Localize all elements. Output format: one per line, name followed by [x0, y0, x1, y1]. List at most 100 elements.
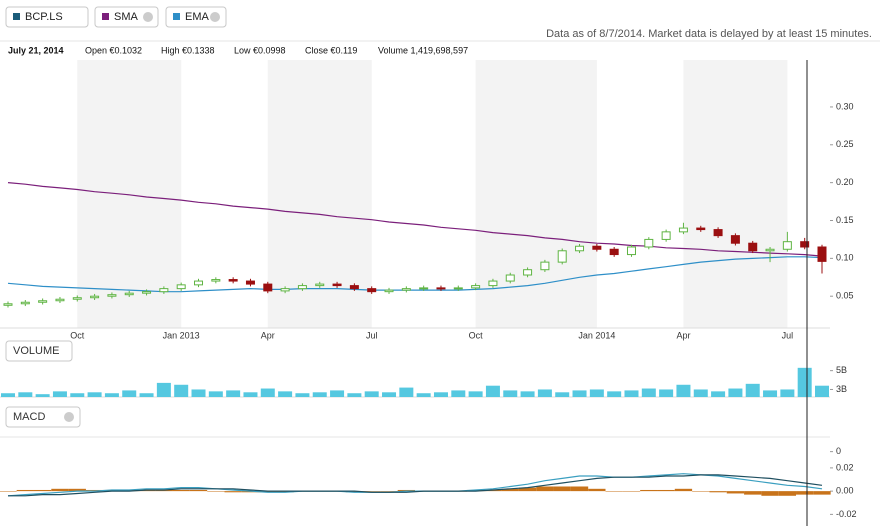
macd-histogram — [570, 486, 589, 492]
volume-bar — [18, 392, 33, 397]
macd-histogram — [813, 491, 831, 495]
x-tick-label: Jan 2013 — [163, 330, 200, 340]
volume-bar — [226, 390, 241, 397]
candle-body — [349, 285, 359, 290]
volume-bar — [399, 387, 414, 397]
candle-body — [661, 231, 671, 240]
x-tick-label: Jan 2014 — [578, 330, 615, 340]
indicator-line — [7, 182, 823, 257]
macd-histogram — [189, 489, 208, 492]
volume-bar — [191, 389, 206, 397]
macd-histogram — [709, 491, 727, 493]
macd-histogram — [796, 491, 814, 495]
panel-button[interactable] — [5, 340, 73, 362]
macd-histogram — [224, 491, 242, 493]
quarter-band — [683, 60, 788, 328]
info-low: Low €0.0998 — [234, 45, 286, 55]
candle-body — [471, 285, 481, 289]
candle-body — [176, 284, 186, 290]
volume-bar — [416, 393, 431, 397]
volume-bar — [572, 390, 587, 397]
volume-bar — [589, 389, 604, 397]
candle-body — [609, 248, 619, 256]
remove-icon[interactable] — [210, 12, 220, 22]
volume-bar — [104, 393, 119, 397]
x-tick-label: Apr — [676, 330, 690, 340]
info-high: High €0.1338 — [161, 45, 215, 55]
volume-bar — [728, 388, 743, 397]
candle-body — [384, 289, 394, 293]
macd-histogram — [363, 491, 381, 492]
legend-button[interactable] — [165, 6, 227, 28]
candle-body — [159, 288, 169, 293]
legend-swatch — [13, 13, 20, 20]
volume-bar — [451, 390, 466, 397]
candle-body — [713, 229, 723, 237]
macd-histogram — [605, 491, 623, 492]
volume-bar — [87, 392, 102, 397]
volume-bar — [659, 389, 674, 397]
volume-bar — [520, 391, 535, 397]
macd-histogram — [518, 487, 537, 492]
panel-button[interactable] — [5, 406, 81, 428]
volume-bar — [330, 390, 345, 397]
y-tick-label: 5B — [836, 365, 847, 375]
volume-bar — [156, 382, 171, 397]
macd-histogram — [778, 491, 797, 496]
y-tick-label: 0.05 — [836, 291, 854, 301]
candle-body — [557, 250, 567, 263]
candle-body — [782, 241, 792, 250]
volume-bar — [347, 393, 362, 397]
candle-body — [540, 261, 550, 271]
x-tick-label: Jul — [366, 330, 378, 340]
macd-histogram — [588, 488, 606, 492]
volume-bar — [797, 367, 812, 397]
remove-icon[interactable] — [64, 412, 74, 422]
candle-body — [505, 274, 515, 282]
volume-bar — [711, 391, 726, 397]
legend-button[interactable] — [94, 6, 159, 28]
candle-body — [696, 227, 706, 231]
candle-body — [142, 291, 152, 294]
x-tick-label: Jul — [782, 330, 794, 340]
legend-button[interactable] — [5, 6, 89, 28]
remove-icon[interactable] — [143, 12, 153, 22]
volume-bar — [1, 393, 15, 397]
volume-bar — [208, 391, 223, 397]
volume-bar — [364, 391, 379, 397]
candle-body — [401, 288, 411, 291]
candle-body — [72, 297, 82, 300]
volume-bar — [52, 391, 67, 397]
candle-body — [124, 292, 134, 296]
volume-bar — [693, 389, 708, 397]
volume-bar — [468, 391, 483, 397]
candle-body — [436, 287, 446, 290]
candle-body — [730, 235, 740, 244]
volume-bar — [70, 393, 85, 397]
y-tick-label: 0.00 — [836, 486, 854, 496]
macd-histogram — [207, 491, 225, 492]
panel-title: MACD — [13, 411, 45, 423]
macd-histogram — [172, 489, 190, 492]
volume-bar — [763, 390, 778, 397]
y-tick-label: 0.15 — [836, 215, 854, 225]
volume-bar — [624, 390, 639, 397]
y-tick-label: 0.20 — [836, 177, 854, 187]
y-tick-label: -0.02 — [836, 509, 857, 519]
candle-body — [453, 287, 463, 290]
info-close: Close €0.119 — [305, 45, 357, 55]
x-tick-label: Apr — [261, 330, 275, 340]
legend-label: SMA — [114, 11, 139, 23]
quarter-band — [475, 60, 597, 328]
legend-label: BCP.LS — [25, 11, 63, 23]
y-tick-label: 0.30 — [836, 101, 854, 111]
legend-swatch — [173, 13, 180, 20]
candle-body — [315, 283, 325, 287]
candle-body — [20, 301, 30, 305]
macd-histogram — [16, 489, 34, 492]
macd-histogram — [536, 486, 554, 492]
macd-line — [8, 474, 823, 497]
macd-histogram — [622, 491, 641, 492]
